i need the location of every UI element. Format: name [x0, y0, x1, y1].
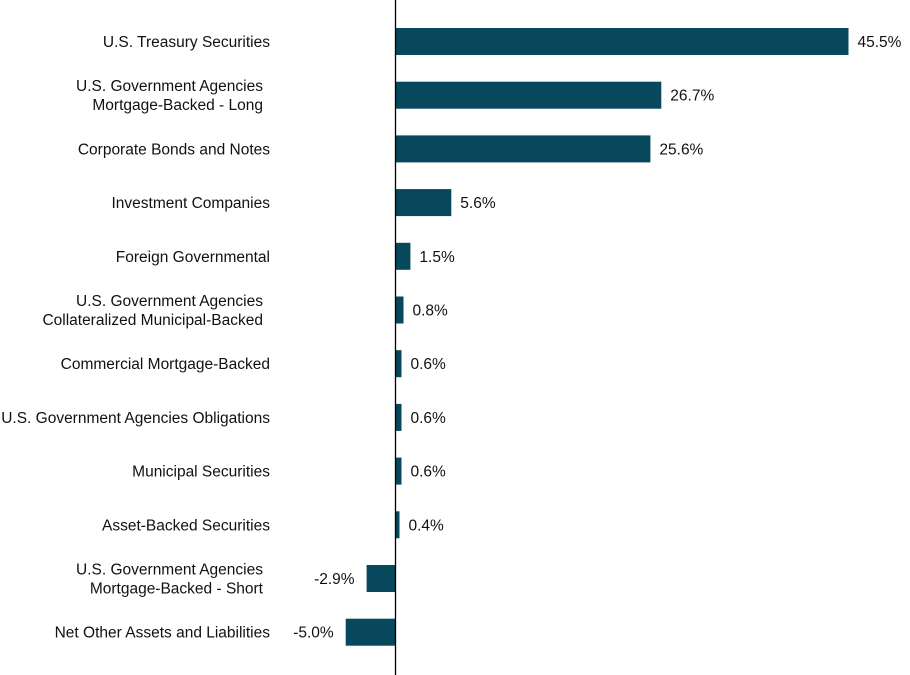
category-label: U.S. Government Agencies — [76, 562, 263, 579]
bar — [395, 296, 404, 324]
category-label: Corporate Bonds and Notes — [78, 141, 270, 158]
category-label: Mortgage-Backed - Short — [90, 581, 264, 598]
value-label: 0.6% — [411, 356, 447, 373]
value-label: 0.4% — [409, 517, 445, 534]
bar — [395, 457, 402, 485]
value-label: 25.6% — [659, 141, 703, 158]
value-label: 26.7% — [670, 88, 714, 105]
bar — [395, 135, 651, 163]
bar — [395, 350, 402, 378]
category-label: U.S. Government Agencies — [76, 293, 263, 310]
bar — [395, 189, 452, 217]
bar — [395, 403, 402, 431]
category-label: U.S. Government Agencies Obligations — [1, 410, 270, 427]
category-label: Investment Companies — [111, 195, 270, 212]
category-label: Commercial Mortgage-Backed — [61, 356, 270, 373]
bar — [366, 565, 396, 592]
value-label: 0.6% — [411, 464, 447, 481]
bar — [395, 81, 662, 109]
category-label: U.S. Government Agencies — [76, 78, 263, 95]
bar — [345, 618, 396, 646]
value-label: -2.9% — [314, 571, 355, 588]
value-label: 1.5% — [419, 249, 455, 266]
value-label: 45.5% — [858, 34, 902, 51]
category-label: Foreign Governmental — [116, 249, 270, 266]
category-label: Net Other Assets and Liabilities — [55, 625, 271, 642]
value-label: 0.6% — [411, 410, 447, 427]
value-label: -5.0% — [293, 625, 334, 642]
bar — [395, 511, 400, 539]
category-label: Mortgage-Backed - Long — [92, 97, 263, 114]
value-label: 5.6% — [460, 195, 496, 212]
bar — [395, 28, 849, 55]
category-label: Asset-Backed Securities — [102, 517, 270, 534]
category-label: Municipal Securities — [132, 464, 270, 481]
category-label: U.S. Treasury Securities — [103, 34, 270, 51]
bar — [395, 242, 411, 270]
value-label: 0.8% — [413, 303, 449, 320]
category-label: Collateralized Municipal-Backed — [42, 312, 263, 329]
